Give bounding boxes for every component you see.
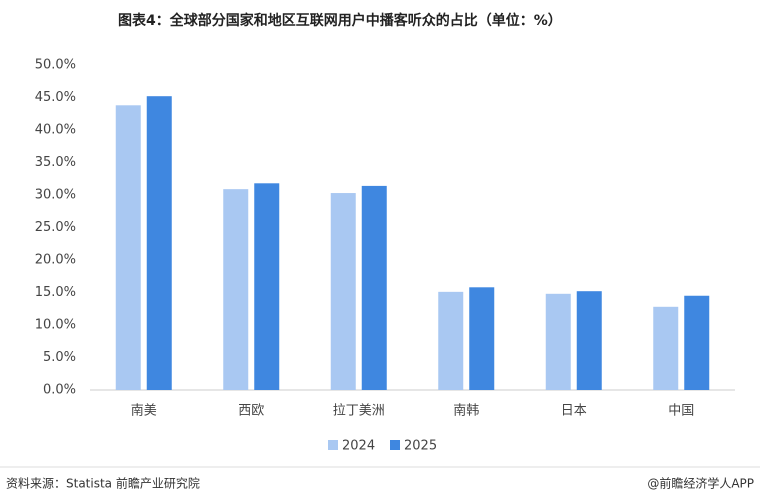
credit: @前瞻经济学人APP <box>647 476 754 491</box>
bar <box>361 185 387 390</box>
legend-swatch <box>390 440 400 450</box>
y-tick-label: 20.0% <box>35 253 76 268</box>
y-tick-label: 5.0% <box>43 350 76 365</box>
bar <box>330 193 356 390</box>
x-tick-label: 日本 <box>561 404 587 419</box>
x-tick-label: 中国 <box>668 404 694 419</box>
y-tick-label: 35.0% <box>35 155 76 170</box>
y-tick-label: 45.0% <box>35 90 76 105</box>
legend-swatch <box>328 440 338 450</box>
x-tick-label: 南美 <box>131 403 157 419</box>
y-tick-label: 40.0% <box>35 123 76 138</box>
bar <box>653 306 679 390</box>
y-tick-label: 15.0% <box>35 285 76 300</box>
bar <box>576 291 602 390</box>
chart-title: 图表4：全球部分国家和地区互联网用户中播客听众的占比（单位：%） <box>118 12 562 29</box>
legend-label: 2024 <box>342 439 375 454</box>
y-tick-label: 0.0% <box>43 383 76 398</box>
bar <box>684 295 710 390</box>
bar <box>146 96 172 390</box>
y-tick-label: 30.0% <box>35 188 76 203</box>
bar <box>223 189 249 390</box>
y-tick-label: 50.0% <box>35 58 76 73</box>
y-tick-label: 10.0% <box>35 318 76 333</box>
bar <box>115 105 141 391</box>
bar <box>469 287 495 390</box>
bar <box>438 291 464 390</box>
legend-label: 2025 <box>404 439 437 454</box>
bar <box>545 293 571 390</box>
y-tick-label: 25.0% <box>35 220 76 235</box>
x-tick-label: 拉丁美洲 <box>333 404 385 419</box>
x-tick-label: 南韩 <box>453 403 479 419</box>
x-tick-label: 西欧 <box>238 404 264 419</box>
source: 资料来源：Statista 前瞻产业研究院 <box>6 476 200 491</box>
bar <box>254 183 280 390</box>
